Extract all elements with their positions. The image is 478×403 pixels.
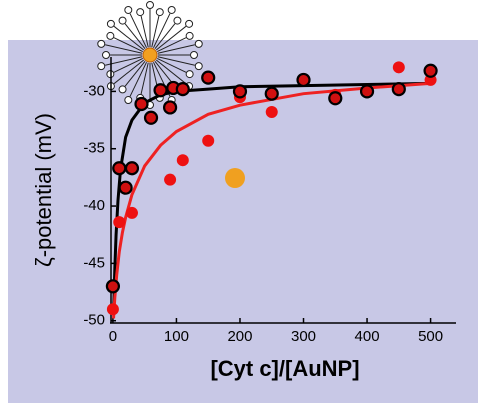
chart: [Cyt c]/[AuNP] ζ-potential (mV) -50 -45 -4… bbox=[0, 0, 478, 403]
ligand-head bbox=[119, 86, 126, 93]
data-point bbox=[266, 88, 278, 100]
ligand-head bbox=[186, 32, 193, 39]
y-tick-label: -50 bbox=[83, 312, 105, 329]
data-point bbox=[266, 106, 278, 118]
data-point bbox=[145, 112, 157, 124]
ligand-head bbox=[174, 17, 181, 24]
ligand-head bbox=[156, 9, 163, 16]
data-point bbox=[329, 92, 341, 104]
y-tick-label: -35 bbox=[83, 140, 105, 157]
y-tick-label: -40 bbox=[83, 197, 105, 214]
data-point bbox=[202, 135, 214, 147]
data-point bbox=[107, 280, 119, 292]
ligand-head bbox=[98, 63, 105, 70]
data-point bbox=[425, 65, 437, 77]
x-axis-label: [Cyt c]/[AuNP] bbox=[210, 356, 359, 381]
data-point bbox=[298, 74, 310, 86]
y-tick-label: -30 bbox=[83, 82, 105, 99]
ligand-head bbox=[103, 52, 110, 59]
data-point bbox=[126, 207, 138, 219]
data-point bbox=[361, 85, 373, 97]
x-tick-label: 0 bbox=[109, 328, 117, 345]
page: [Cyt c]/[AuNP] ζ-potential (mV) -50 -45 -4… bbox=[0, 0, 478, 403]
ligand-head bbox=[186, 71, 193, 78]
x-tick-label: 100 bbox=[164, 328, 189, 345]
data-point bbox=[107, 303, 119, 315]
ligand-head bbox=[195, 40, 202, 47]
data-point bbox=[113, 162, 125, 174]
ligand-head bbox=[107, 20, 114, 27]
data-point bbox=[113, 216, 125, 228]
x-tick-label: 300 bbox=[291, 328, 316, 345]
y-axis-label: ζ-potential (mV) bbox=[31, 113, 56, 267]
data-point bbox=[177, 83, 189, 95]
data-point bbox=[164, 101, 176, 113]
data-point bbox=[155, 84, 167, 96]
ligand-head bbox=[195, 63, 202, 70]
ligand-head bbox=[125, 6, 132, 13]
ligand-head bbox=[147, 2, 154, 9]
data-point bbox=[177, 154, 189, 166]
ligand-head bbox=[107, 32, 114, 39]
ligand-head bbox=[168, 6, 175, 13]
data-point bbox=[393, 83, 405, 95]
data-point bbox=[164, 174, 176, 186]
ligand-head bbox=[119, 17, 126, 24]
data-point bbox=[393, 61, 405, 73]
x-tick-label: 400 bbox=[355, 328, 380, 345]
ligand-head bbox=[98, 40, 105, 47]
x-tick-label: 200 bbox=[227, 328, 252, 345]
ligand-head bbox=[137, 9, 144, 16]
ligand-head bbox=[191, 52, 198, 59]
x-tick-label: 500 bbox=[418, 328, 443, 345]
y-tick-label: -45 bbox=[83, 254, 105, 271]
data-point bbox=[202, 72, 214, 84]
data-point bbox=[135, 98, 147, 110]
ligand-head bbox=[125, 97, 132, 104]
data-point bbox=[126, 162, 138, 174]
data-point bbox=[120, 182, 132, 194]
data-point bbox=[234, 85, 246, 97]
ligand-head bbox=[186, 20, 193, 27]
gold-sphere bbox=[225, 168, 245, 188]
